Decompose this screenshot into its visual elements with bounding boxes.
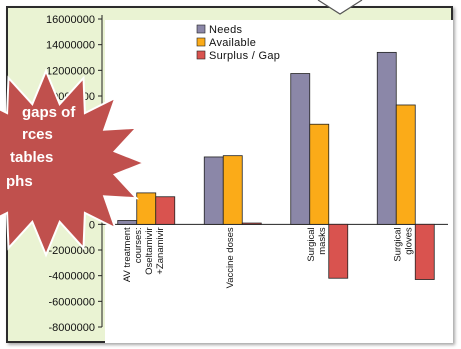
category-label: courses: [133, 227, 144, 263]
y-tick-label: 0 [89, 219, 95, 231]
category-label: Vaccine doses [225, 227, 236, 288]
category-label: +Zanamivir [155, 227, 166, 274]
bars [117, 51, 435, 280]
bar-available-0 [136, 192, 157, 225]
category-label: gloves [404, 227, 415, 255]
bar-needs-3 [376, 51, 397, 225]
y-tick-label: -2000000 [49, 245, 96, 257]
callout-line: phs [6, 173, 33, 190]
y-tick-label: -4000000 [49, 271, 96, 283]
category-label: Oseltamivir [144, 227, 155, 275]
y-tick-label: 12000000 [46, 65, 95, 77]
bar-available-2 [309, 123, 330, 225]
callout-line: gaps of [22, 104, 76, 121]
category-label: Surgical [393, 227, 404, 261]
y-tick-label: 14000000 [46, 40, 95, 52]
bar-surplus-gap-3 [414, 223, 435, 280]
bar-available-1 [222, 155, 243, 225]
y-tick-label: -6000000 [49, 296, 96, 308]
callout-line: rces [22, 126, 53, 143]
bar-needs-0 [117, 220, 138, 225]
legend-swatch [196, 50, 206, 60]
bar-available-3 [395, 104, 416, 225]
callout-shape [0, 68, 147, 258]
top-notch [317, 0, 363, 15]
legend-label: Available [209, 37, 256, 49]
callout-starburst: gaps of rces tables phs [0, 68, 147, 258]
category-label: AV treatment [122, 227, 133, 282]
category-labels: AV treatment courses: Oseltamivir +Zanamivi… [122, 227, 415, 288]
bar-surplus-gap-1 [241, 222, 262, 225]
category-label: masks [317, 227, 328, 255]
bar-surplus-gap-2 [328, 223, 349, 279]
legend-label: Needs [209, 24, 242, 36]
y-tick-label: 16000000 [46, 14, 95, 26]
legend-swatch [196, 24, 206, 34]
callout-line: tables [10, 149, 53, 166]
bar-needs-2 [290, 73, 311, 225]
category-label: Surgical [306, 227, 317, 261]
legend-label: Surplus / Gap [209, 50, 280, 62]
bar-needs-1 [203, 156, 224, 225]
legend-swatch [196, 37, 206, 47]
y-tick-label: -8000000 [49, 322, 96, 334]
bar-surplus-gap-0 [155, 196, 176, 225]
